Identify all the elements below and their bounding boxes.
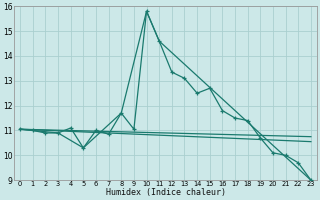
X-axis label: Humidex (Indice chaleur): Humidex (Indice chaleur): [106, 188, 226, 197]
